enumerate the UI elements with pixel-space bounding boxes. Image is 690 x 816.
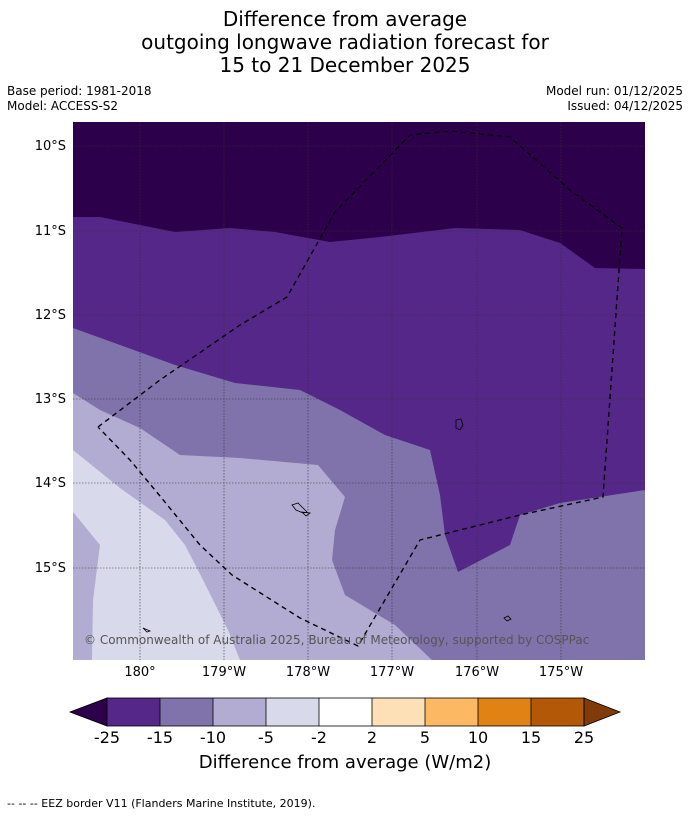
eez-footnote: -- -- -- EEZ border V11 (Flanders Marine… (7, 797, 316, 810)
colorbar-bin-1 (107, 698, 160, 726)
island-1 (455, 418, 464, 431)
lon-label-178w: 178°W (285, 665, 331, 680)
model-name: Model: ACCESS-S2 (7, 99, 119, 113)
colorbar-tick-1: -25 (93, 728, 121, 747)
colorbar-bin-5 (319, 698, 372, 726)
graticule (73, 122, 645, 660)
colorbar-bin-7 (425, 698, 478, 726)
lon-label-177w: 177°W (369, 665, 415, 680)
lat-label-11s: 11°S (34, 224, 66, 239)
colorbar-under (68, 697, 108, 727)
island-2 (291, 502, 308, 514)
colorbar-label: Difference from average (W/m2) (198, 752, 492, 773)
colorbar-bin-2 (160, 698, 213, 726)
colorbar-bin-3 (213, 698, 266, 726)
meta-left: Base period: 1981-2018 Model: ACCESS-S2 (7, 84, 152, 114)
map-area (73, 122, 645, 660)
colorbar-tick-2: -15 (146, 728, 174, 747)
colorbar-tick-6: 2 (366, 728, 378, 747)
colorbar-bin-8 (478, 698, 531, 726)
colorbar-tick-8: 10 (467, 728, 489, 747)
island-5 (142, 627, 152, 633)
colorbar-over (583, 697, 622, 727)
base-period: Base period: 1981-2018 (7, 84, 152, 98)
lat-label-10s: 10°S (34, 139, 66, 154)
lon-label-180: 180° (124, 665, 156, 680)
colorbar-bin-6 (372, 698, 425, 726)
colorbar-bin-9 (531, 698, 584, 726)
meta-right: Model run: 01/12/2025 Issued: 04/12/2025 (546, 84, 683, 114)
band-minus5 (73, 450, 240, 660)
colorbar-bin-4 (266, 698, 319, 726)
colorbar-tick-3: -10 (199, 728, 227, 747)
lat-label-15s: 15°S (34, 561, 66, 576)
title-line-1: Difference from average (222, 7, 468, 31)
colorbar-tick-9: 15 (520, 728, 542, 747)
colorbar-tick-5: -2 (311, 728, 327, 747)
copyright-text: © Commonwealth of Australia 2025, Bureau… (84, 633, 590, 647)
lon-label-176w: 176°W (454, 665, 500, 680)
lon-label-175w: 175°W (538, 665, 584, 680)
model-run: Model run: 01/12/2025 (545, 84, 683, 98)
lat-label-13s: 13°S (34, 392, 66, 407)
lat-label-14s: 14°S (34, 476, 66, 491)
issued-date: Issued: 04/12/2025 (567, 99, 683, 113)
colorbar-tick-10: 25 (573, 728, 595, 747)
island-4 (503, 615, 512, 622)
colorbar-tick-7: 5 (419, 728, 431, 747)
lon-label-179w: 179°W (201, 665, 247, 680)
colorbar-tick-4: -5 (258, 728, 274, 747)
eez-border (97, 130, 623, 647)
island-3 (300, 511, 312, 517)
title-line-2: outgoing longwave radiation forecast for (141, 30, 549, 54)
lat-label-12s: 12°S (34, 308, 66, 323)
title-line-3: 15 to 21 December 2025 (219, 53, 471, 77)
map-title: Difference from average outgoing longwav… (0, 8, 690, 77)
colorbar (68, 697, 622, 727)
